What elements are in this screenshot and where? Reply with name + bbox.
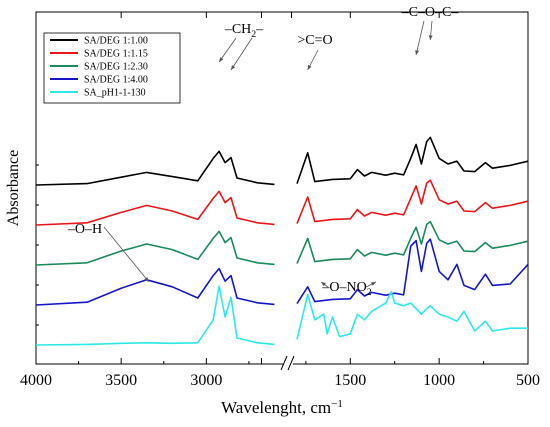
series-line-2-left <box>35 190 275 226</box>
x-tick-label: 1500 <box>334 372 366 389</box>
legend-label: SA_pH1-1-130 <box>84 88 146 99</box>
series-line-5-left <box>35 285 275 346</box>
series-line-2-right <box>296 179 529 224</box>
annotation-arrowhead <box>307 65 312 70</box>
axis-break-mark <box>280 355 295 371</box>
series-line-3-right <box>296 220 529 264</box>
series-line-1-right <box>296 136 529 184</box>
annotation-arrowhead <box>231 65 236 70</box>
x-tick-label: 1000 <box>423 372 455 389</box>
series-line-4-left <box>35 267 275 306</box>
legend-label: SA/DEG 1:1.15 <box>84 49 148 60</box>
annotation-arrow <box>218 37 237 63</box>
axis-break-gap <box>283 356 293 370</box>
annotation-arrowhead <box>428 35 433 40</box>
annotation-label: –O–NO2 <box>321 280 371 298</box>
x-tick-label: 4000 <box>20 372 52 389</box>
annotation-label: >C=O <box>297 33 332 48</box>
axis-break-line-1 <box>280 355 288 371</box>
annotation-arrowhead <box>321 282 326 287</box>
legend-label: SA/DEG 1:2.30 <box>84 62 148 73</box>
legend-items: SA/DEG 1:1.00 SA/DEG 1:1.15 SA/DEG 1:2.30 S… <box>50 36 148 99</box>
x-tick-label: 3500 <box>105 372 137 389</box>
series-line-3-left <box>35 230 275 266</box>
annotation-label: –O–H <box>67 222 102 237</box>
series-line-5-right <box>296 291 528 340</box>
annotation-arrow <box>230 37 253 71</box>
annotation-arrowhead <box>219 57 224 62</box>
annotation-arrow <box>103 226 150 283</box>
legend: SA/DEG 1:1.00 SA/DEG 1:1.15 SA/DEG 1:2.30 S… <box>43 32 181 104</box>
legend-label: SA/DEG 1:4.00 <box>84 75 148 86</box>
annotation-label: –C–O–C– <box>401 5 460 20</box>
x-axis-label: Wavelenght, cm−1 <box>221 398 343 417</box>
y-axis-label: Absorbance <box>5 150 22 226</box>
axis-break-line-2 <box>287 355 295 371</box>
legend-label: SA/DEG 1:1.00 <box>84 36 148 47</box>
annotation-arrowhead <box>144 277 149 282</box>
annotations: –CH2– >C=O –C–O–C– –O–H –O–NO2 <box>67 5 460 298</box>
plot-frame <box>35 11 529 365</box>
annotation-arrowhead <box>371 282 376 286</box>
annotation-arrowhead <box>415 50 419 55</box>
x-axis-label-text: Wavelenght, cm <box>221 398 331 417</box>
series-lines <box>35 136 529 346</box>
x-axis-label-sup: −1 <box>331 398 343 410</box>
series-line-4-right <box>296 238 529 305</box>
annotation-label: –CH2– <box>224 22 264 40</box>
x-tick-label: 500 <box>516 372 540 389</box>
annotation-arrow <box>415 20 425 56</box>
x-tick-label: 3000 <box>190 372 222 389</box>
series-line-1-left <box>35 150 275 186</box>
